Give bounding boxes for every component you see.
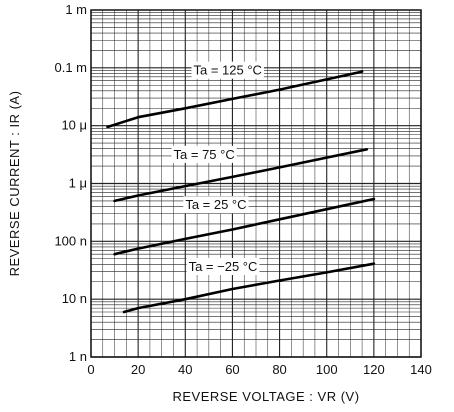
series-labels: Ta = 125 °C Ta = 75 °C Ta = 25 °C Ta = −25 … — [171, 61, 264, 276]
x-tick-label: 0 — [87, 362, 94, 377]
series-lines — [106, 70, 376, 314]
series-line-2 — [113, 197, 376, 256]
series-label-bg — [191, 61, 264, 79]
series-label-1: Ta = 75 °C — [174, 147, 235, 162]
x-axis-label: REVERSE VOLTAGE : VR (V) — [172, 389, 359, 404]
series-label-bg — [171, 145, 237, 163]
x-tick-label: 140 — [410, 362, 432, 377]
series-line-3 — [122, 262, 376, 314]
x-tick-label: 80 — [272, 362, 286, 377]
y-tick-label: 10 n — [62, 291, 87, 306]
y-tick-label: 100 n — [54, 233, 87, 248]
series-label-3: Ta = −25 °C — [189, 259, 258, 274]
series-label-bg — [183, 196, 249, 214]
y-tick-label: 1 m — [65, 2, 87, 17]
x-tick-label: 100 — [316, 362, 338, 377]
y-tick-label: 0.1 m — [54, 60, 87, 75]
series-label-2: Ta = 25 °C — [185, 197, 246, 212]
x-tick-label: 40 — [178, 362, 192, 377]
y-tick-label: 10 μ — [61, 118, 87, 133]
x-tick-label: 60 — [225, 362, 239, 377]
y-axis-label: REVERSE CURRENT : IR (A) — [7, 91, 22, 277]
series-line-1 — [113, 148, 369, 203]
series-line-0 — [106, 70, 364, 129]
x-tick-label: 20 — [131, 362, 145, 377]
plot-frame — [90, 9, 422, 358]
y-axis-ticks: 1 n 10 n 100 n 1 μ 10 μ 0.1 m 1 m — [54, 2, 87, 364]
series-label-bg — [186, 258, 260, 276]
y-tick-label: 1 μ — [69, 176, 87, 191]
series-label-0: Ta = 125 °C — [193, 63, 261, 78]
y-tick-label: 1 n — [69, 349, 87, 364]
x-tick-label: 120 — [363, 362, 385, 377]
x-axis-ticks: 0 20 40 60 80 100 120 140 — [87, 362, 431, 377]
